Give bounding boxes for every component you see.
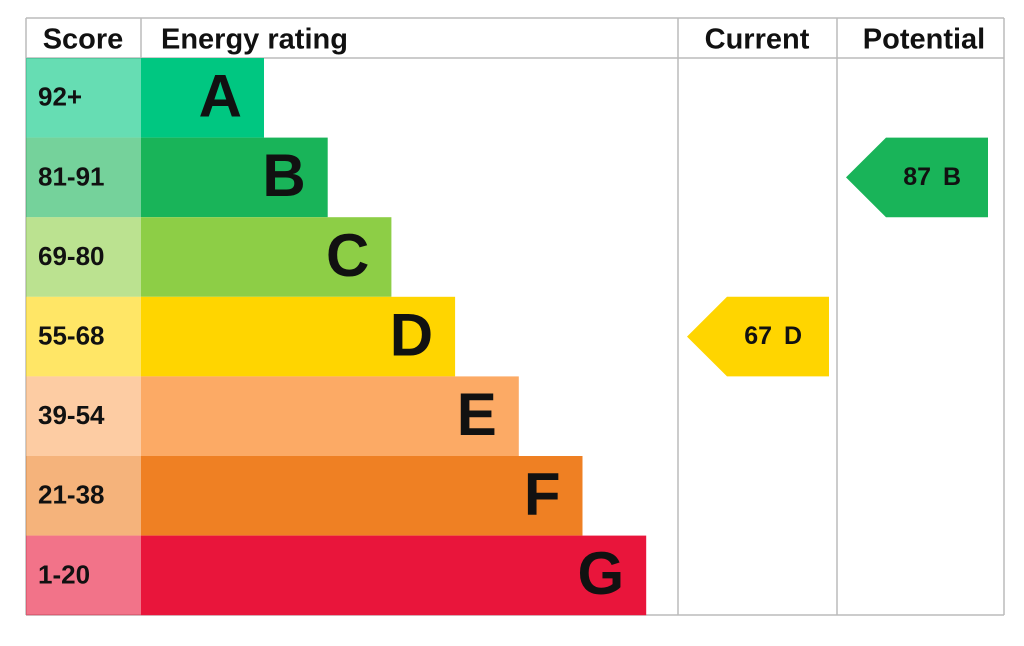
score-range: 69-80 <box>38 241 105 271</box>
band-letter: D <box>390 301 433 368</box>
potential-arrow <box>846 137 988 218</box>
score-cell <box>26 535 141 616</box>
score-cell <box>26 58 141 138</box>
band-letter: F <box>524 461 561 528</box>
rating-bar <box>141 456 583 536</box>
header-potential: Potential <box>863 24 985 56</box>
score-cell <box>26 296 141 377</box>
score-range: 39-54 <box>38 400 105 430</box>
current-arrow <box>687 296 829 377</box>
band-letter: B <box>262 142 305 209</box>
score-range: 1-20 <box>38 559 90 589</box>
potential-score: 87 <box>903 163 931 191</box>
score-cell <box>26 456 141 536</box>
score-range: 81-91 <box>38 161 105 191</box>
rating-bar <box>141 58 264 138</box>
band-letter: G <box>578 540 625 607</box>
score-range: 55-68 <box>38 320 105 350</box>
rating-bar <box>141 137 328 218</box>
header-current: Current <box>705 24 810 56</box>
rating-bar <box>141 376 519 456</box>
rating-bar <box>141 296 456 377</box>
potential-band: B <box>943 163 961 191</box>
rating-bar <box>141 535 647 616</box>
current-score: 67 <box>744 322 772 350</box>
band-letter: E <box>457 381 497 448</box>
current-band: D <box>784 322 802 350</box>
header-score: Score <box>43 24 124 56</box>
band-letter: C <box>326 222 369 289</box>
score-cell <box>26 217 141 297</box>
band-letter: A <box>199 63 242 130</box>
header-rating: Energy rating <box>161 24 348 56</box>
rating-bar <box>141 217 392 297</box>
score-cell <box>26 376 141 456</box>
score-cell <box>26 137 141 218</box>
score-range: 21-38 <box>38 480 105 510</box>
score-range: 92+ <box>38 82 82 112</box>
